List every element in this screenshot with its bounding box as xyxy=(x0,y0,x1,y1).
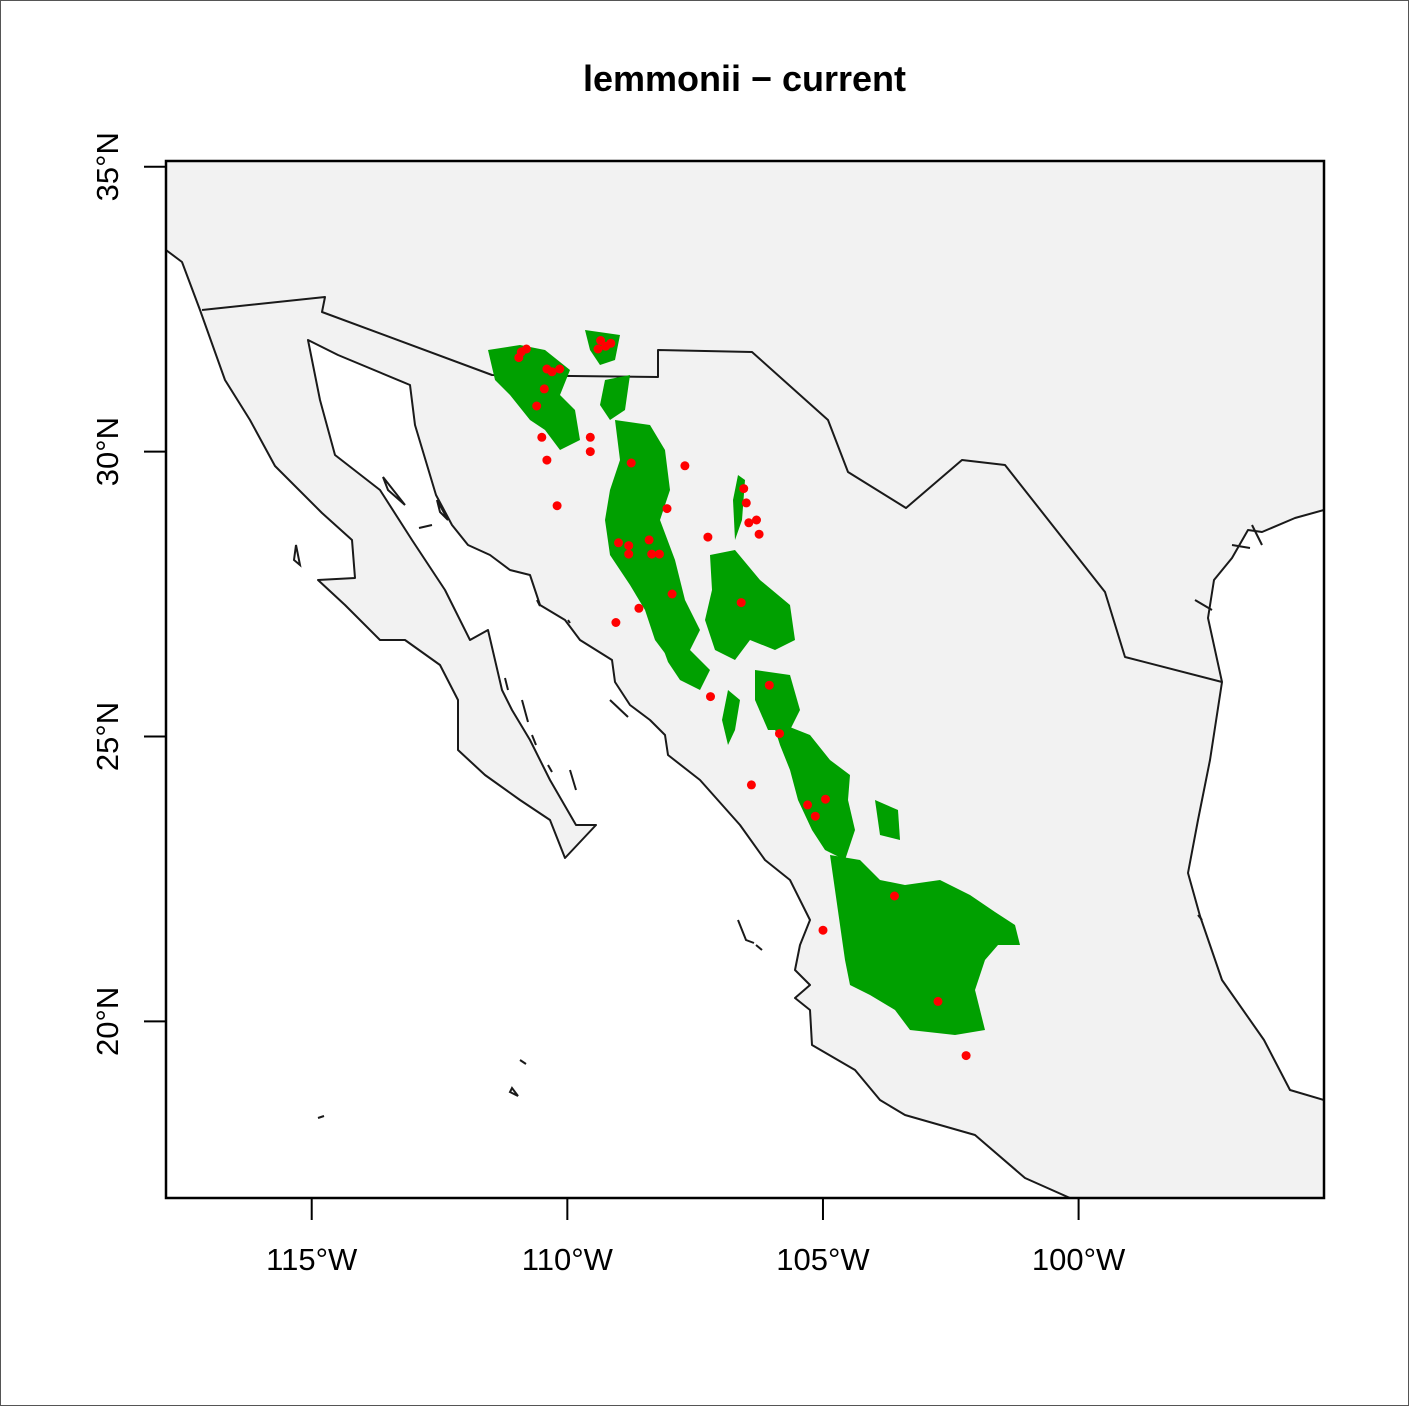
occurrence-point xyxy=(703,532,713,542)
x-tick-label: 110°W xyxy=(522,1242,614,1277)
occurrence-point xyxy=(585,447,595,457)
occurrence-point xyxy=(542,455,552,465)
mainland-shape xyxy=(166,161,1324,1198)
occurrence-point xyxy=(764,680,774,690)
occurrence-point xyxy=(662,504,672,514)
occurrence-point xyxy=(821,794,830,804)
plot-box xyxy=(164,159,1326,1200)
occurrence-point xyxy=(890,891,899,901)
occurrence-point xyxy=(532,401,542,411)
occurrence-point xyxy=(611,618,621,627)
occurrence-point xyxy=(624,541,634,551)
occurrence-point xyxy=(555,364,565,374)
y-axis: 20°N 25°N 30°N 35°N xyxy=(90,132,166,1056)
occurrence-point xyxy=(752,515,761,525)
occurrence-point xyxy=(552,501,562,511)
occurrence-point xyxy=(654,549,664,559)
occurrence-point xyxy=(539,384,549,394)
occurrence-point xyxy=(634,603,644,613)
occurrence-point xyxy=(933,996,943,1006)
islands xyxy=(292,476,1263,1119)
occurrence-point xyxy=(818,925,828,935)
occurrence-point xyxy=(614,538,623,548)
occurrence-point xyxy=(746,780,756,790)
occurrence-point xyxy=(739,484,749,494)
occurrence-point xyxy=(961,1051,971,1061)
x-tick-label: 105°W xyxy=(776,1242,870,1277)
occurrence-point xyxy=(680,461,690,471)
occurrence-point xyxy=(644,535,654,545)
occurrence-point xyxy=(744,518,754,528)
y-tick-label: 25°N xyxy=(90,702,125,771)
map-title: lemmonii − current xyxy=(582,58,907,99)
occurrence-point xyxy=(775,729,784,739)
y-tick-label: 20°N xyxy=(90,987,125,1056)
occurrence-point xyxy=(626,458,636,468)
occurrence-point xyxy=(593,344,603,354)
occurrence-point xyxy=(706,692,715,702)
occurrence-point xyxy=(606,338,616,348)
occurrence-point xyxy=(754,529,764,539)
occurrence-point xyxy=(624,549,634,559)
occurrence-point xyxy=(514,353,524,363)
occurrence-point xyxy=(585,432,595,442)
y-tick-label: 35°N xyxy=(90,132,125,201)
occurrence-point xyxy=(521,344,531,354)
occurrence-point xyxy=(667,589,677,599)
occurrence-points xyxy=(514,336,971,1061)
occurrence-point xyxy=(537,432,547,442)
occurrence-point xyxy=(647,549,657,559)
occurrence-point xyxy=(803,800,813,810)
y-tick-label: 30°N xyxy=(90,417,125,486)
x-axis: 115°W 110°W 105°W 100°W xyxy=(266,1198,1126,1277)
occurrence-point xyxy=(547,367,557,377)
x-tick-label: 115°W xyxy=(266,1242,358,1277)
occurrence-point xyxy=(736,598,746,608)
us-mexico-border xyxy=(201,296,1223,683)
occurrence-point xyxy=(810,811,820,821)
x-tick-label: 100°W xyxy=(1032,1242,1126,1277)
occurrence-point xyxy=(741,498,751,508)
